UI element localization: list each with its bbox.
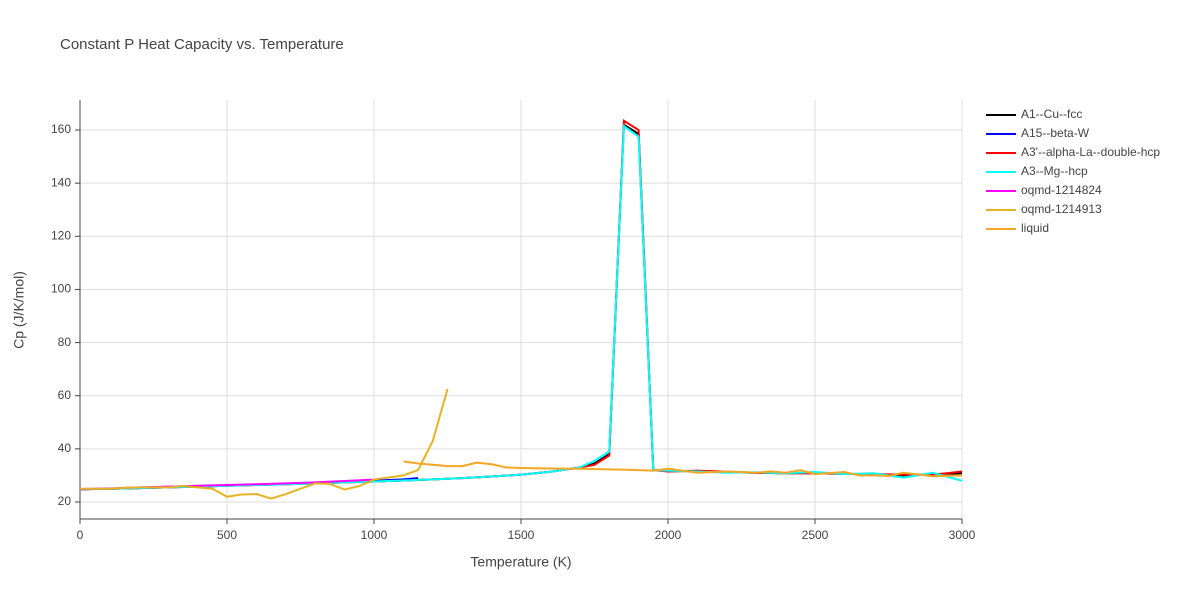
legend-label: A3'--alpha-La--double-hcp <box>1021 145 1160 159</box>
y-tick-label: 100 <box>51 282 71 296</box>
y-tick-label: 120 <box>51 228 71 242</box>
y-tick-label: 20 <box>58 494 72 508</box>
series-line <box>403 460 962 478</box>
legend-label: oqmd-1214913 <box>1021 202 1102 216</box>
x-tick-label: 1500 <box>508 528 535 542</box>
legend-label: A3--Mg--hcp <box>1021 164 1088 178</box>
x-tick-label: 500 <box>217 528 237 542</box>
y-axis-title: Cp (J/K/mol) <box>11 271 27 349</box>
y-tick-label: 160 <box>51 122 71 136</box>
x-tick-label: 2500 <box>802 528 829 542</box>
x-tick-label: 1000 <box>361 528 388 542</box>
legend-label: A15--beta-W <box>1021 126 1090 140</box>
x-tick-label: 0 <box>77 528 84 542</box>
x-tick-label: 2000 <box>655 528 682 542</box>
x-tick-label: 3000 <box>949 528 976 542</box>
legend-label: liquid <box>1021 221 1049 235</box>
y-tick-label: 40 <box>58 441 72 455</box>
y-tick-label: 60 <box>58 388 72 402</box>
chart-title: Constant P Heat Capacity vs. Temperature <box>60 36 344 53</box>
series-line <box>80 388 449 500</box>
legend-label: oqmd-1214824 <box>1021 183 1102 197</box>
y-tick-label: 140 <box>51 175 71 189</box>
legend-label: A1--Cu--fcc <box>1021 107 1082 121</box>
x-axis-title: Temperature (K) <box>470 554 571 570</box>
plot-area <box>80 118 962 500</box>
y-tick-label: 80 <box>58 335 72 349</box>
